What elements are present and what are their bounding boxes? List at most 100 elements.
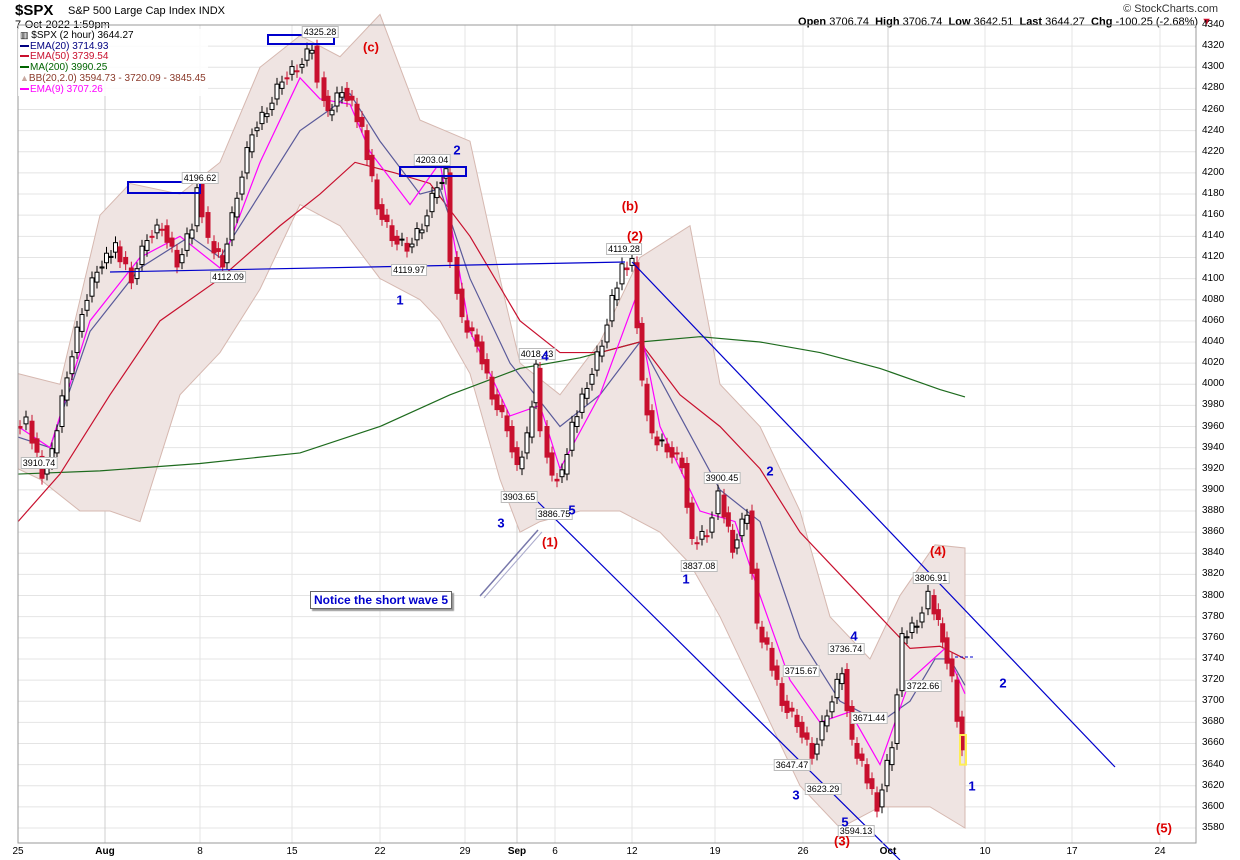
symbol: $SPX [15, 2, 54, 19]
x-axis-label: 8 [197, 846, 203, 857]
band-icon: ▲ [20, 73, 29, 83]
y-axis-label: 3900 [1202, 483, 1225, 495]
wave-label: 3 [497, 515, 505, 531]
copyright: © StockCharts.com [1123, 3, 1218, 15]
x-axis-label: 17 [1066, 846, 1078, 857]
x-axis-label: 22 [374, 846, 386, 857]
wave-label: (2) [627, 228, 643, 244]
y-axis-label: 3880 [1202, 505, 1225, 517]
price-label: 3903.65 [500, 491, 538, 503]
ema50-swatch-icon [20, 55, 29, 58]
price-label: 3671.44 [850, 712, 888, 724]
candlestick-icon: ▥ [20, 30, 29, 40]
security-name: S&P 500 Large Cap Index INDX [68, 5, 225, 17]
y-axis-label: 4060 [1202, 314, 1225, 326]
wave-label: 5 [841, 814, 849, 830]
x-axis-label: 24 [1154, 846, 1166, 857]
y-axis-label: 3700 [1202, 695, 1225, 707]
y-axis-label: 3820 [1202, 568, 1225, 580]
x-axis-label: 25 [12, 846, 24, 857]
wave-label: (c) [363, 39, 379, 55]
index-name: S&P 500 Large Cap Index [68, 5, 196, 17]
wave-label: (1) [542, 534, 558, 550]
y-axis-label: 4160 [1202, 209, 1225, 221]
wave-label: 1 [682, 571, 690, 587]
x-axis-label: Sep [507, 846, 527, 857]
y-axis-label: 3580 [1202, 822, 1225, 833]
price-label: 3910.74 [20, 457, 58, 469]
wave-label: 2 [999, 675, 1007, 691]
wave-label: 1 [396, 292, 404, 308]
y-axis-label: 3660 [1202, 737, 1225, 749]
x-axis-label: 29 [459, 846, 471, 857]
x-axis-label: 12 [626, 846, 638, 857]
legend-price: ▥ $SPX (2 hour) 3644.27 [20, 30, 134, 41]
y-axis-label: 3600 [1202, 800, 1225, 812]
y-axis-label: 4080 [1202, 293, 1225, 305]
y-axis-label: 3920 [1202, 462, 1225, 474]
price-label: 3900.45 [703, 472, 741, 484]
price-label: 3647.47 [773, 759, 811, 771]
price-label: 4112.09 [210, 271, 246, 283]
y-axis-label: 4200 [1202, 166, 1225, 178]
price-label: 4203.04 [413, 154, 451, 166]
price-label: 3736.74 [827, 643, 865, 655]
y-axis-label: 3860 [1202, 526, 1225, 538]
price-label: 3722.66 [904, 680, 942, 692]
y-axis-label: 4220 [1202, 145, 1225, 157]
wave-label: 1 [968, 778, 976, 794]
price-label: 4119.28 [606, 243, 642, 255]
candlesticks [17, 39, 967, 818]
y-axis-label: 3760 [1202, 631, 1225, 643]
chart-legend: ▥ $SPX (2 hour) 3644.27 EMA(20) 3714.93 … [18, 29, 208, 96]
y-axis-label: 4340 [1202, 19, 1225, 30]
x-axis-label: 26 [797, 846, 809, 857]
y-axis-label: 4120 [1202, 251, 1225, 263]
price-label: 3886.75 [535, 508, 573, 520]
x-axis-label: 10 [979, 846, 991, 857]
wave-label: 3 [792, 787, 800, 803]
wave-label: 2 [453, 142, 461, 158]
legend-ema9: EMA(9) 3707.26 [20, 84, 206, 96]
y-axis-label: 3940 [1202, 441, 1225, 453]
ma200-swatch-icon [20, 65, 29, 68]
bollinger-band [17, 13, 966, 829]
y-axis-label: 4140 [1202, 230, 1225, 242]
annotation-note: Notice the short wave 5 [310, 591, 453, 609]
x-axis-label: Oct [879, 846, 897, 857]
y-axis-label: 3960 [1202, 420, 1225, 432]
price-label: 4119.97 [391, 264, 427, 276]
ema9-swatch-icon [20, 87, 29, 90]
y-axis-label: 3780 [1202, 610, 1225, 622]
x-axis-label: 15 [286, 846, 298, 857]
y-axis-label: 3800 [1202, 589, 1225, 601]
y-axis-label: 3840 [1202, 547, 1225, 559]
exchange: INDX [198, 5, 225, 17]
x-axis-label: 6 [552, 846, 558, 857]
y-axis-label: 4280 [1202, 82, 1225, 94]
wave-label: 2 [766, 463, 774, 479]
wave-label: 5 [568, 502, 576, 518]
y-axis-label: 4180 [1202, 188, 1225, 200]
wave-label: (4) [930, 543, 946, 559]
y-axis-label: 3980 [1202, 399, 1225, 411]
y-axis-label: 3740 [1202, 652, 1225, 664]
y-axis-label: 3680 [1202, 716, 1225, 728]
down-triangle-icon: ▼ [1201, 16, 1212, 28]
y-axis-label: 3720 [1202, 674, 1225, 686]
x-axis-label: Aug [95, 846, 115, 857]
wave-label: 4 [850, 628, 858, 644]
y-axis-label: 4320 [1202, 40, 1225, 52]
y-axis-label: 4000 [1202, 378, 1225, 390]
trend-annotations [109, 34, 1116, 860]
price-label: 3837.08 [680, 560, 718, 572]
wave-label: (3) [834, 833, 850, 849]
price-label: 3715.67 [782, 665, 820, 677]
price-label: 4018.43 [518, 348, 556, 360]
plot-frame [17, 24, 1197, 844]
legend-bb: ▲BB(20,2.0) 3594.73 - 3720.09 - 3845.45 [20, 73, 206, 84]
y-axis-label: 3640 [1202, 758, 1225, 770]
ema20-swatch-icon [20, 44, 29, 47]
legend-ema50: EMA(50) 3739.54 [20, 51, 206, 63]
wave-label: (b) [621, 198, 639, 214]
